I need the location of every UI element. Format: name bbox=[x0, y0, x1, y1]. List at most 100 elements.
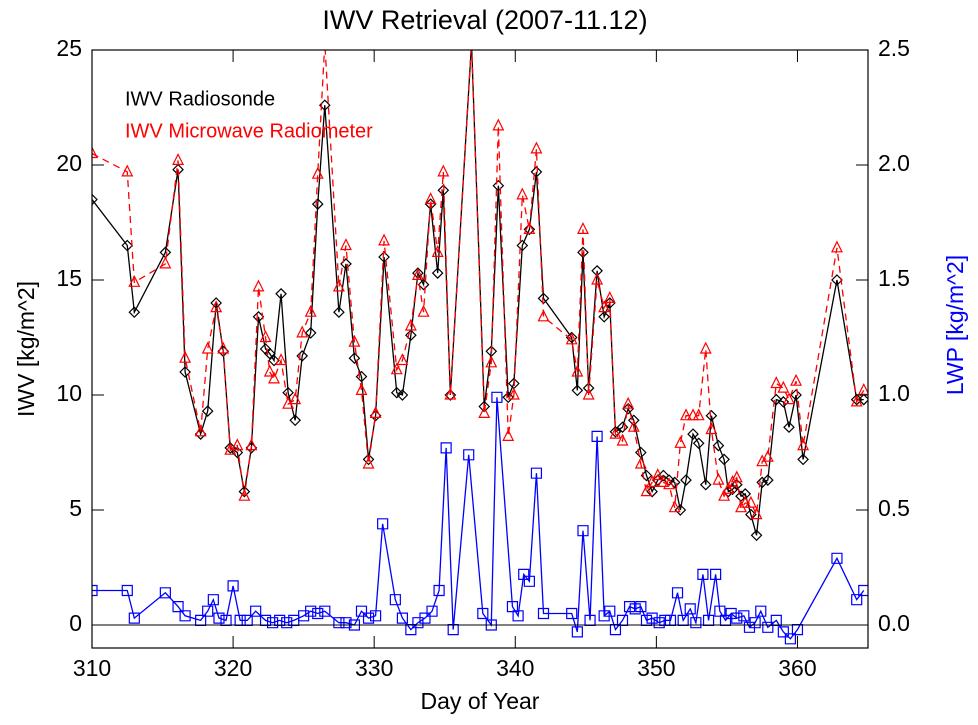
triangle-marker bbox=[259, 330, 272, 343]
triangle-marker bbox=[783, 392, 795, 405]
triangle-marker bbox=[718, 488, 731, 501]
diamond-marker bbox=[530, 166, 543, 178]
triangle-marker bbox=[404, 318, 417, 331]
triangle-marker bbox=[830, 240, 843, 253]
x-axis-label: Day of Year bbox=[421, 688, 540, 714]
square-marker bbox=[537, 607, 550, 620]
square-marker bbox=[172, 601, 184, 613]
y2-axis-label: LWP [kg/m^2] bbox=[942, 255, 968, 395]
square-marker bbox=[831, 552, 843, 564]
square-marker bbox=[684, 603, 696, 615]
triangle-marker bbox=[777, 380, 790, 393]
square-marker bbox=[697, 568, 709, 580]
triangle-marker bbox=[348, 334, 361, 347]
square-marker bbox=[710, 568, 722, 580]
triangle-marker bbox=[437, 164, 450, 177]
diamond-marker bbox=[739, 488, 752, 500]
diamond-marker bbox=[444, 389, 457, 401]
square-marker bbox=[340, 617, 352, 629]
triangle-marker bbox=[485, 355, 498, 368]
square-marker bbox=[738, 610, 750, 622]
y2-tick-label: 1.0 bbox=[878, 380, 910, 406]
legend-label: IWV Radiosonde bbox=[125, 88, 275, 110]
diamond-marker bbox=[750, 529, 763, 542]
square-marker bbox=[523, 575, 535, 587]
triangle-marker bbox=[304, 304, 317, 317]
diamond-marker bbox=[761, 474, 774, 486]
x-tick-label: 330 bbox=[355, 655, 393, 681]
triangle-marker bbox=[744, 495, 757, 508]
triangle-marker bbox=[507, 387, 520, 400]
triangle-marker bbox=[622, 396, 635, 409]
diamond-marker bbox=[857, 393, 868, 406]
square-marker bbox=[635, 601, 647, 613]
triangle-marker bbox=[591, 272, 604, 285]
square-marker bbox=[743, 621, 756, 633]
triangle-marker bbox=[674, 435, 687, 448]
y-axis-label: IWV [kg/m^2] bbox=[13, 281, 39, 417]
triangle-marker bbox=[857, 383, 868, 395]
triangle-marker bbox=[797, 438, 810, 451]
diamond-marker bbox=[362, 453, 375, 466]
square-marker bbox=[440, 442, 452, 454]
diamond-marker bbox=[712, 439, 725, 452]
diamond-marker bbox=[692, 437, 705, 450]
diamond-marker bbox=[523, 223, 536, 236]
triangle-marker bbox=[311, 166, 324, 179]
triangle-marker bbox=[390, 362, 403, 375]
triangle-marker bbox=[692, 408, 705, 421]
triangle-marker bbox=[263, 364, 276, 377]
square-marker bbox=[571, 626, 583, 638]
diamond-marker bbox=[591, 264, 603, 277]
diamond-marker bbox=[730, 478, 743, 491]
diamond-marker bbox=[431, 267, 444, 279]
x-tick-label: 360 bbox=[778, 655, 816, 681]
triangle-marker bbox=[705, 422, 718, 435]
triangle-marker bbox=[411, 268, 424, 280]
square-marker bbox=[426, 605, 438, 617]
square-marker bbox=[305, 605, 317, 617]
triangle-marker bbox=[92, 146, 98, 159]
square-marker bbox=[463, 449, 475, 461]
diamond-marker bbox=[92, 193, 98, 206]
diamond-marker bbox=[268, 354, 280, 367]
diamond-marker bbox=[571, 384, 584, 397]
triangle-marker bbox=[750, 507, 763, 520]
diamond-marker bbox=[680, 474, 692, 486]
triangle-marker bbox=[850, 394, 863, 407]
triangle-marker bbox=[431, 245, 444, 257]
y2-tick-label: 0.5 bbox=[878, 495, 910, 521]
triangle-marker bbox=[231, 438, 244, 451]
diamond-marker bbox=[699, 478, 712, 491]
triangle-marker bbox=[252, 279, 265, 292]
square-marker bbox=[629, 603, 641, 615]
plot-area: 310 320 330 340 350 360 0 5 10 15 20 25 0.0 0.5 1.0 1.5… bbox=[56, 35, 910, 681]
y-tick-label: 25 bbox=[56, 35, 82, 61]
y-tick-label: 10 bbox=[56, 380, 82, 406]
square-marker bbox=[207, 594, 219, 606]
diamond-marker bbox=[577, 246, 589, 259]
diamond-marker bbox=[565, 331, 578, 344]
triangle-marker bbox=[603, 291, 616, 303]
triangle-marker bbox=[201, 341, 214, 354]
diamond-marker bbox=[201, 405, 214, 417]
y2-tick-label: 0.0 bbox=[878, 610, 910, 636]
square-marker bbox=[491, 391, 503, 403]
triangle-marker bbox=[627, 419, 640, 432]
triangle-marker bbox=[396, 353, 409, 366]
square-marker bbox=[755, 605, 767, 617]
triangle-marker bbox=[339, 238, 352, 251]
square-marker bbox=[477, 607, 489, 620]
square-marker bbox=[512, 610, 524, 622]
diamond-marker bbox=[396, 389, 409, 401]
triangle-marker bbox=[268, 371, 280, 384]
triangle-marker bbox=[616, 433, 629, 446]
chart-title: IWV Retrieval (2007-11.12) bbox=[322, 5, 647, 35]
triangle-marker bbox=[159, 256, 172, 269]
triangle-marker bbox=[296, 325, 309, 338]
triangle-marker bbox=[194, 424, 207, 437]
square-marker bbox=[213, 612, 225, 624]
y-tick-label: 15 bbox=[56, 265, 82, 291]
